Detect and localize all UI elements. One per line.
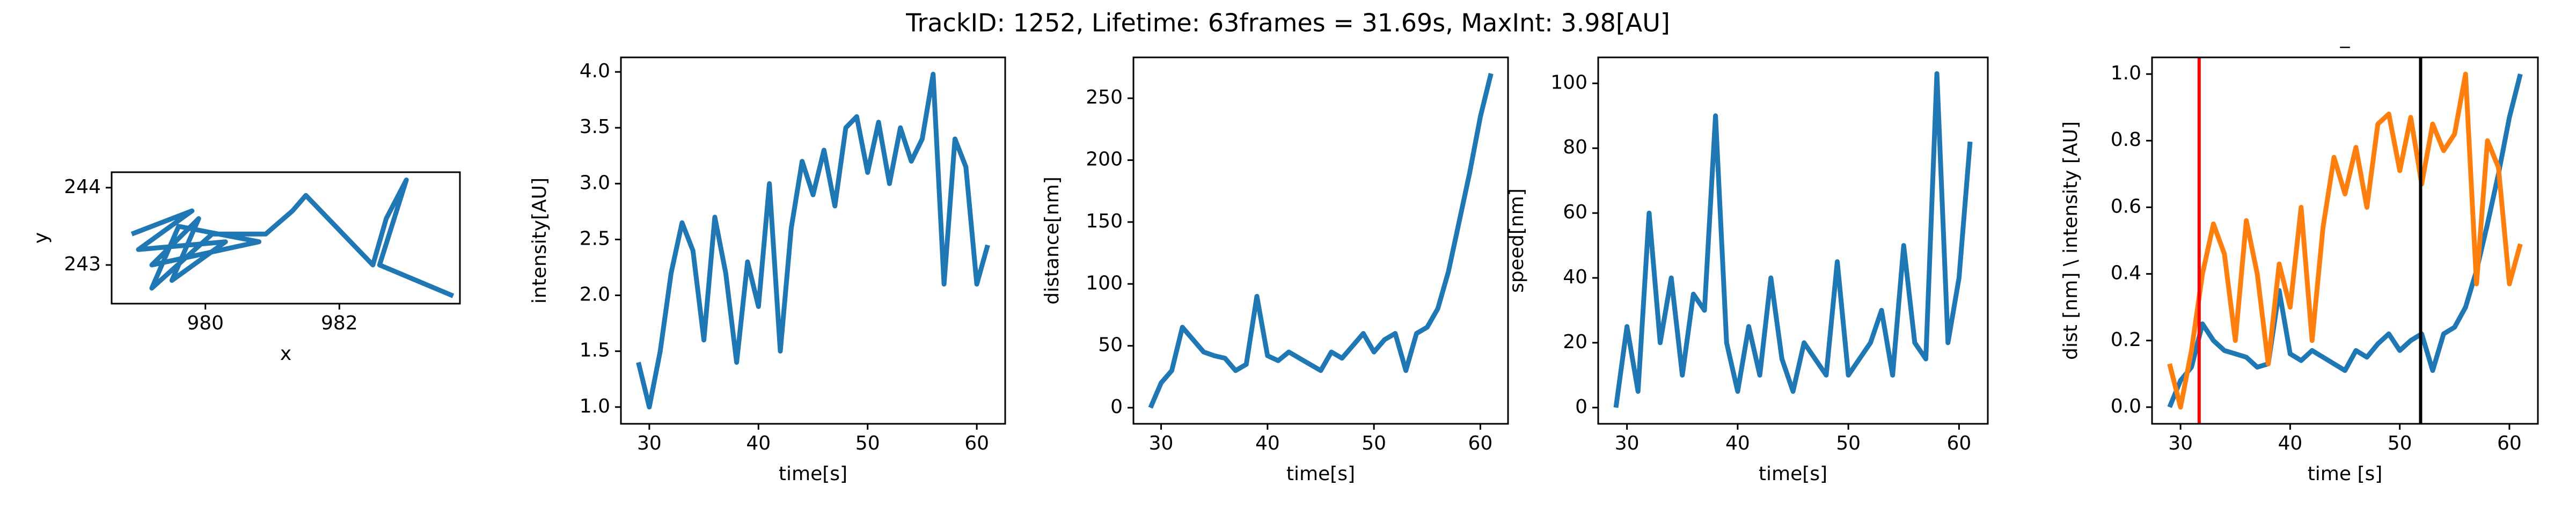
data-line (2167, 71, 2523, 410)
y-tick-label: 60 (1563, 201, 1587, 223)
x-tick-label: 30 (2168, 432, 2193, 454)
data-line (1613, 71, 1973, 408)
data-line (636, 71, 990, 410)
y-tick-label: 0 (1110, 396, 1123, 418)
x-tick-label: 50 (855, 432, 880, 454)
x-tick-label: 60 (1946, 432, 1971, 454)
y-axis-label: y (30, 232, 52, 244)
y-axis-label: speed[nm] (1506, 188, 1528, 293)
x-axis-label: time[s] (1759, 463, 1827, 485)
data-line (130, 177, 455, 298)
y-tick-label: 0.4 (2111, 262, 2141, 284)
x-tick-label: 982 (321, 312, 358, 334)
y-axis-label: intensity[AU] (529, 178, 551, 304)
y-tick-label: 0 (1575, 396, 1587, 418)
y-tick-label: 40 (1563, 266, 1587, 288)
axes-frame (1132, 56, 1509, 425)
y-tick-label: 200 (1086, 149, 1123, 171)
axes-frame (1597, 56, 1989, 425)
y-tick-label: 80 (1563, 136, 1587, 158)
x-tick-label: 30 (1149, 432, 1174, 454)
axes-title: _ (2340, 26, 2351, 48)
x-tick-label: 50 (1362, 432, 1386, 454)
x-tick-label: 30 (637, 432, 662, 454)
y-axis-label: distance[nm] (1041, 176, 1063, 305)
axes-frame (2151, 56, 2539, 425)
x-tick-label: 30 (1615, 432, 1640, 454)
x-tick-label: 50 (1836, 432, 1861, 454)
y-tick-label: 3.0 (580, 172, 610, 194)
x-tick-label: 40 (2278, 432, 2302, 454)
y-tick-label: 250 (1086, 86, 1123, 108)
y-tick-label: 1.0 (580, 395, 610, 417)
x-tick-label: 980 (187, 312, 224, 334)
x-tick-label: 60 (1468, 432, 1493, 454)
y-tick-label: 3.5 (580, 116, 610, 138)
y-tick-label: 1.0 (2111, 62, 2141, 84)
y-axis-label: dist [nm] \ intensity [AU] (2060, 121, 2082, 360)
x-tick-label: 50 (2388, 432, 2412, 454)
axes-frame (620, 56, 1006, 425)
y-tick-label: 0.6 (2111, 195, 2141, 217)
x-tick-label: 40 (1725, 432, 1750, 454)
data-line (2167, 73, 2523, 408)
y-tick-label: 0.0 (2111, 395, 2141, 417)
figure-title: TrackID: 1252, Lifetime: 63frames = 31.6… (905, 9, 1670, 38)
y-tick-label: 1.5 (580, 340, 610, 362)
y-tick-label: 2.0 (580, 284, 610, 306)
x-tick-label: 40 (1255, 432, 1280, 454)
x-axis-label: time [s] (2308, 463, 2383, 485)
y-tick-label: 150 (1086, 210, 1123, 232)
x-axis-label: time[s] (779, 463, 847, 485)
y-tick-label: 20 (1563, 331, 1587, 353)
y-tick-label: 0.2 (2111, 329, 2141, 351)
y-tick-label: 50 (1098, 334, 1123, 356)
x-tick-label: 60 (2497, 432, 2522, 454)
y-tick-label: 0.8 (2111, 129, 2141, 151)
x-axis-label: time[s] (1286, 463, 1355, 485)
y-tick-label: 4.0 (580, 60, 610, 82)
y-tick-label: 2.5 (580, 227, 610, 249)
y-tick-label: 243 (64, 253, 101, 275)
x-tick-label: 60 (964, 432, 989, 454)
y-tick-label: 100 (1550, 71, 1587, 93)
data-line (1148, 72, 1494, 409)
y-tick-label: 100 (1086, 272, 1123, 294)
x-tick-label: 40 (746, 432, 771, 454)
axes-frame (111, 171, 461, 305)
x-axis-label: x (280, 343, 291, 365)
y-tick-label: 244 (64, 176, 101, 198)
